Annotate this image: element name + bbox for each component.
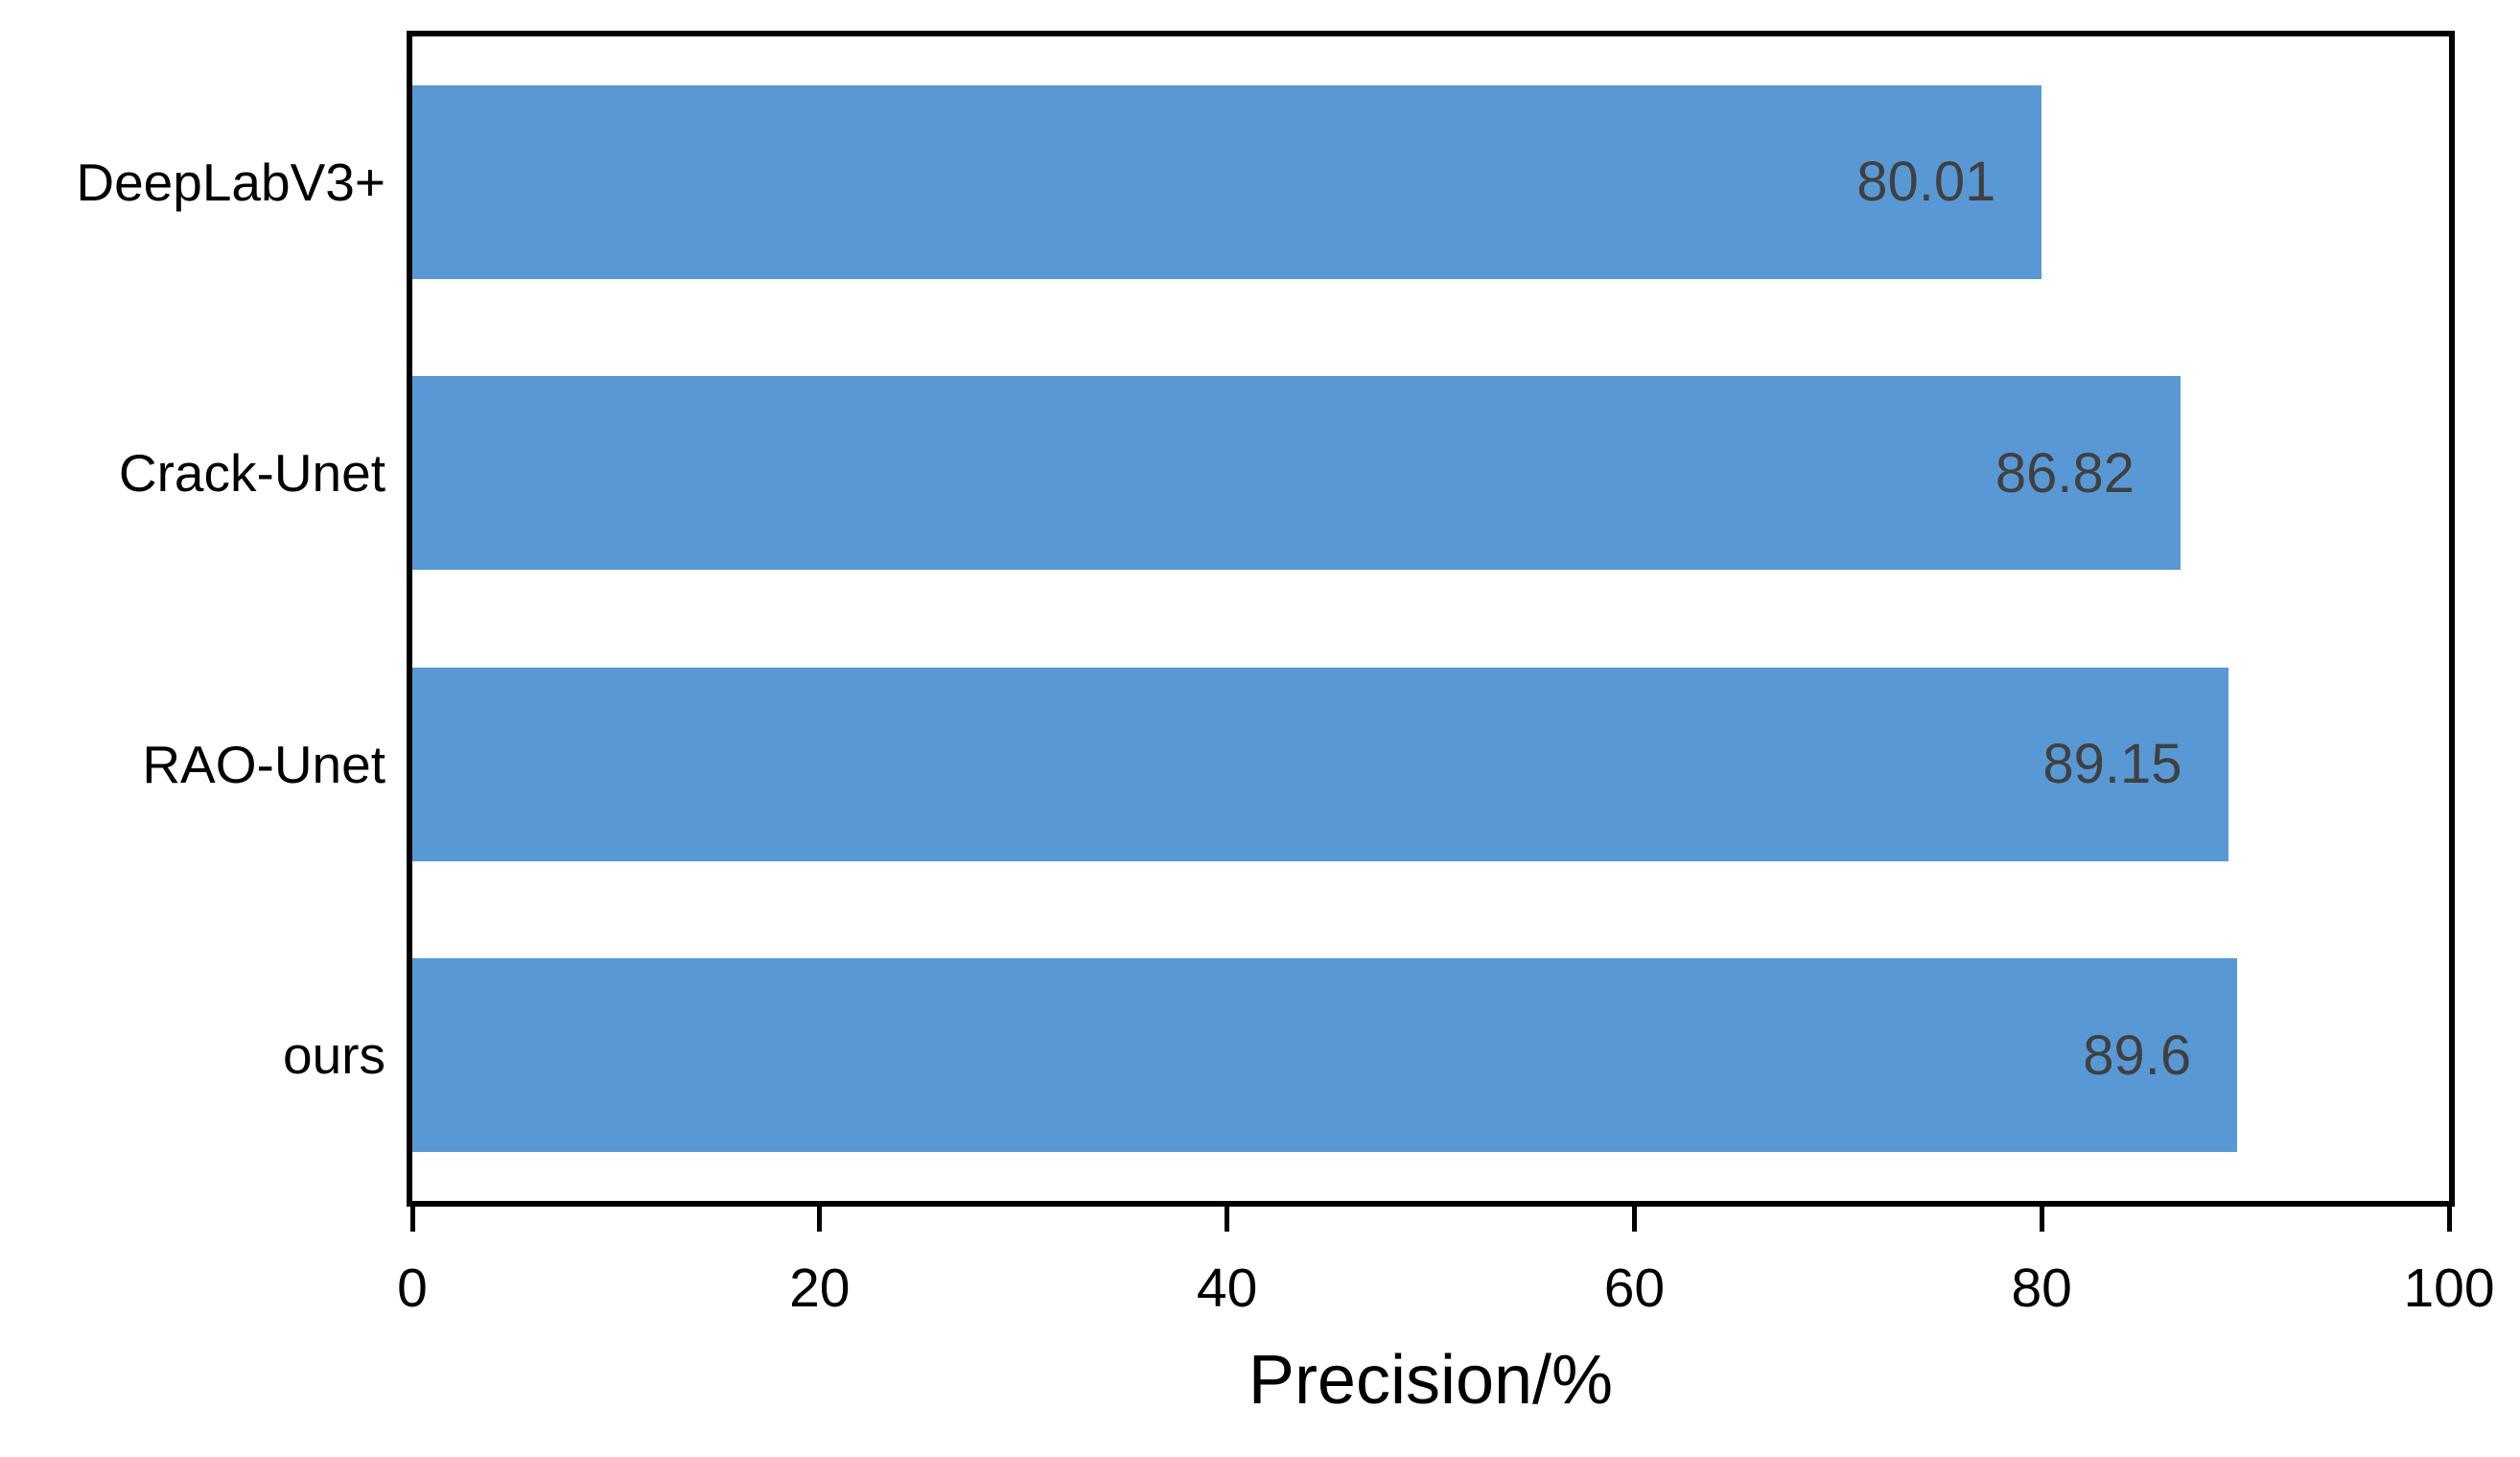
x-axis-title: Precision/% <box>1248 1342 1614 1419</box>
bar-ours: 89.6 <box>412 958 2238 1153</box>
category-label-Crack-Unet: Crack-Unet <box>118 443 385 504</box>
x-tick-label-40: 40 <box>1196 1257 1258 1319</box>
x-tick-label-20: 20 <box>789 1257 851 1319</box>
bar-Crack-Unet: 86.82 <box>412 376 2182 571</box>
x-tick-label-60: 60 <box>1603 1257 1666 1319</box>
x-tick-mark-20 <box>817 1201 823 1232</box>
bar-value-label: 89.15 <box>2042 733 2182 796</box>
bar-value-label: 80.01 <box>1856 151 1996 214</box>
x-tick-label-100: 100 <box>2403 1257 2495 1319</box>
x-tick-label-0: 0 <box>397 1257 428 1319</box>
category-label-DeepLabV3+: DeepLabV3+ <box>76 152 385 212</box>
bar-DeepLabV3+: 80.01 <box>412 84 2042 279</box>
x-tick-mark-40 <box>1225 1201 1230 1232</box>
plot-area: 80.01 86.82 89.15 89.6 <box>407 31 2455 1207</box>
bar-value-label: 86.82 <box>1995 441 2135 505</box>
bar-RAO-Unet: 89.15 <box>412 667 2228 861</box>
category-label-ours: ours <box>283 1025 385 1086</box>
category-label-RAO-Unet: RAO-Unet <box>142 734 385 794</box>
x-tick-label-80: 80 <box>2011 1257 2072 1319</box>
x-tick-mark-100 <box>2446 1201 2452 1232</box>
x-tick-mark-80 <box>2039 1201 2044 1232</box>
x-tick-mark-60 <box>1631 1201 1637 1232</box>
bar-value-label: 89.6 <box>2083 1023 2192 1087</box>
x-tick-mark-0 <box>409 1201 415 1232</box>
